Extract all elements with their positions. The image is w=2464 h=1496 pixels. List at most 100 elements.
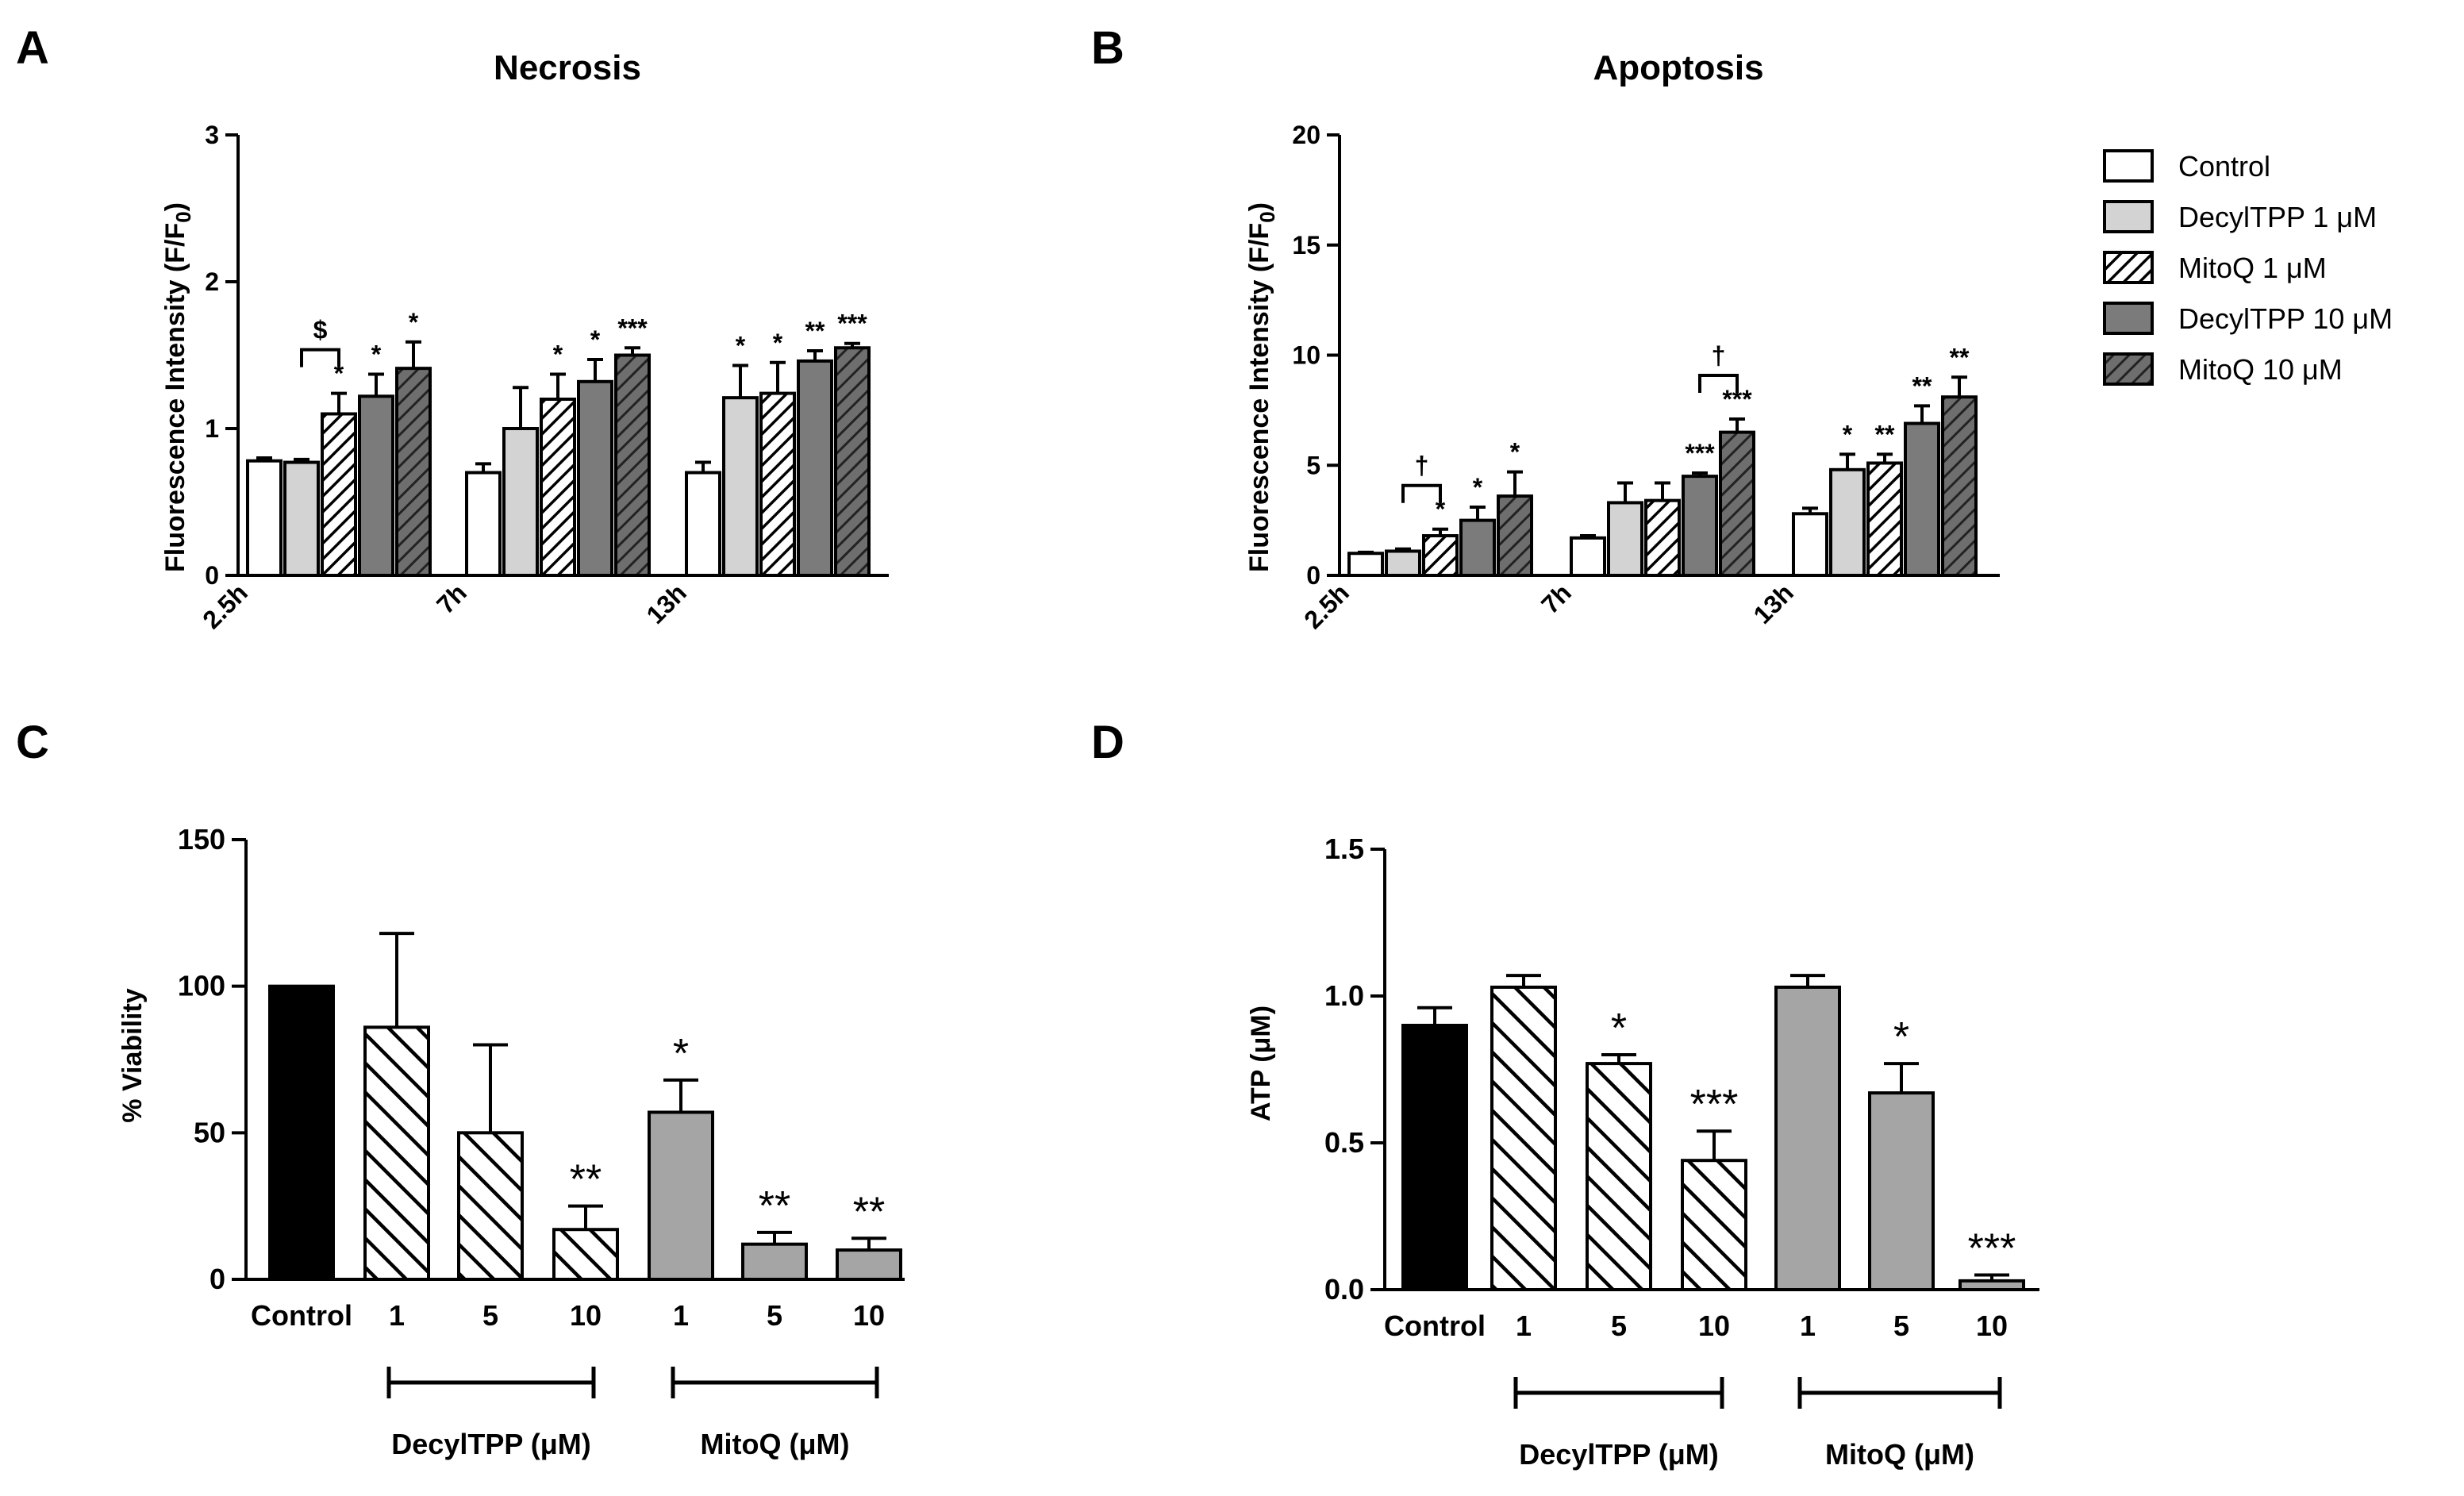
significance-label: ** — [570, 1157, 602, 1203]
bar — [648, 1110, 714, 1281]
x-tick-label: 5 — [767, 1299, 782, 1332]
bar — [1385, 549, 1421, 577]
significance-label: * — [334, 360, 344, 388]
significance-label: *** — [617, 313, 648, 342]
significance-label: * — [409, 308, 419, 337]
bar — [797, 359, 833, 577]
bar — [268, 984, 335, 1281]
bar — [1401, 1024, 1468, 1291]
y-tick-label: 20 — [1292, 121, 1320, 149]
significance-label: ** — [1912, 371, 1932, 400]
group-label: DecylTPP (μM) — [391, 1428, 590, 1460]
bar — [1774, 985, 1841, 1292]
legend-swatch — [2103, 352, 2154, 386]
group-label: MitoQ (μM) — [701, 1428, 850, 1460]
y-tick-label: 3 — [205, 121, 219, 149]
panel-c-plot: 0 50 100 150 Control 1 5 ** 10 * 1 ** 5 ** 10 DecylTPP … — [178, 823, 905, 1460]
significance-label: * — [1473, 473, 1483, 502]
bar — [1904, 421, 1940, 578]
y-tick-label: 0.5 — [1324, 1126, 1364, 1159]
x-tick-label: Control — [1384, 1309, 1486, 1342]
y-tick-label: 1 — [205, 414, 219, 443]
bar — [395, 367, 432, 577]
legend-swatch — [2103, 251, 2154, 284]
significance-bracket — [300, 348, 340, 367]
bracket-label: † — [1712, 341, 1726, 370]
x-tick-label: 5 — [1611, 1309, 1627, 1342]
significance-label: *** — [1685, 439, 1715, 467]
bar — [1607, 501, 1643, 577]
significance-label: * — [673, 1031, 689, 1077]
panel-d-ylabel: ATP (μM) — [1246, 1006, 1276, 1121]
y-tick-label: 5 — [1306, 451, 1320, 479]
bar — [1682, 475, 1718, 577]
significance-label: * — [553, 340, 563, 369]
panel-label-b: B — [1091, 22, 1124, 74]
bar — [540, 398, 576, 577]
bar — [834, 346, 871, 577]
legend-label: Control — [2178, 150, 2270, 183]
x-tick-label: 10 — [853, 1299, 885, 1332]
bar — [1459, 518, 1496, 577]
panel-a-ylabel: Fluorescence Intensity (F/F0) — [160, 202, 195, 572]
bar — [321, 412, 357, 577]
legend-swatch — [2103, 302, 2154, 335]
significance-label: *** — [1690, 1082, 1739, 1128]
bar — [502, 427, 539, 577]
bar — [457, 1131, 524, 1282]
y-tick-label: 50 — [194, 1116, 225, 1148]
legend-swatch — [2103, 200, 2154, 233]
bracket-label: $ — [313, 316, 328, 344]
legend-label: DecylTPP 10 μM — [2178, 302, 2393, 335]
x-tick-label: 7h — [431, 578, 472, 619]
significance-label: * — [773, 329, 783, 357]
panel-d-plot: 0.0 0.5 1.0 1.5 Control 1 * 5 *** 10 1 * 5 *** 10 Decyl… — [1324, 833, 2039, 1471]
bar — [1644, 498, 1681, 578]
x-tick-label: 1 — [673, 1299, 689, 1332]
y-tick-label: 0 — [1306, 561, 1320, 590]
x-tick-label: 7h — [1536, 578, 1577, 619]
bar — [741, 1242, 808, 1282]
bar — [836, 1248, 902, 1281]
bar — [1792, 512, 1828, 577]
x-tick-label: 1 — [389, 1299, 405, 1332]
significance-label: ** — [1950, 343, 1970, 371]
bar — [759, 391, 796, 577]
y-tick-label: 150 — [178, 823, 225, 856]
group-label: MitoQ (μM) — [1825, 1438, 1974, 1471]
x-tick-label: 5 — [1893, 1309, 1909, 1342]
bar — [1866, 461, 1903, 577]
bar — [722, 396, 759, 577]
y-tick-label: 15 — [1292, 231, 1320, 260]
bar — [1422, 534, 1459, 577]
x-tick-label: 13h — [1748, 578, 1799, 629]
bar — [358, 394, 394, 577]
significance-label: *** — [837, 310, 867, 338]
legend-swatch — [2103, 149, 2154, 183]
bar — [614, 353, 651, 577]
bar — [465, 471, 502, 577]
significance-label: * — [371, 340, 382, 369]
bracket-label: † — [1415, 452, 1429, 480]
bar — [552, 1228, 619, 1282]
x-tick-label: 13h — [641, 578, 692, 629]
bar — [577, 379, 613, 577]
significance-label: * — [1611, 1006, 1627, 1052]
bar — [1570, 536, 1606, 578]
x-tick-label: 10 — [1698, 1309, 1730, 1342]
x-tick-label: 10 — [1976, 1309, 2008, 1342]
significance-label: ** — [759, 1183, 790, 1229]
bar — [363, 1025, 430, 1281]
significance-label: * — [1843, 420, 1853, 448]
bar — [1719, 430, 1755, 577]
y-tick-label: 1.5 — [1324, 833, 1364, 865]
panel-label-a: A — [16, 22, 49, 74]
panel-b-ylabel: Fluorescence Intensity (F/F0) — [1244, 202, 1279, 572]
bar — [1941, 395, 1978, 577]
bar — [685, 471, 721, 577]
y-tick-label: 0 — [205, 561, 219, 590]
significance-label: ** — [1875, 420, 1895, 448]
bar — [283, 460, 320, 577]
